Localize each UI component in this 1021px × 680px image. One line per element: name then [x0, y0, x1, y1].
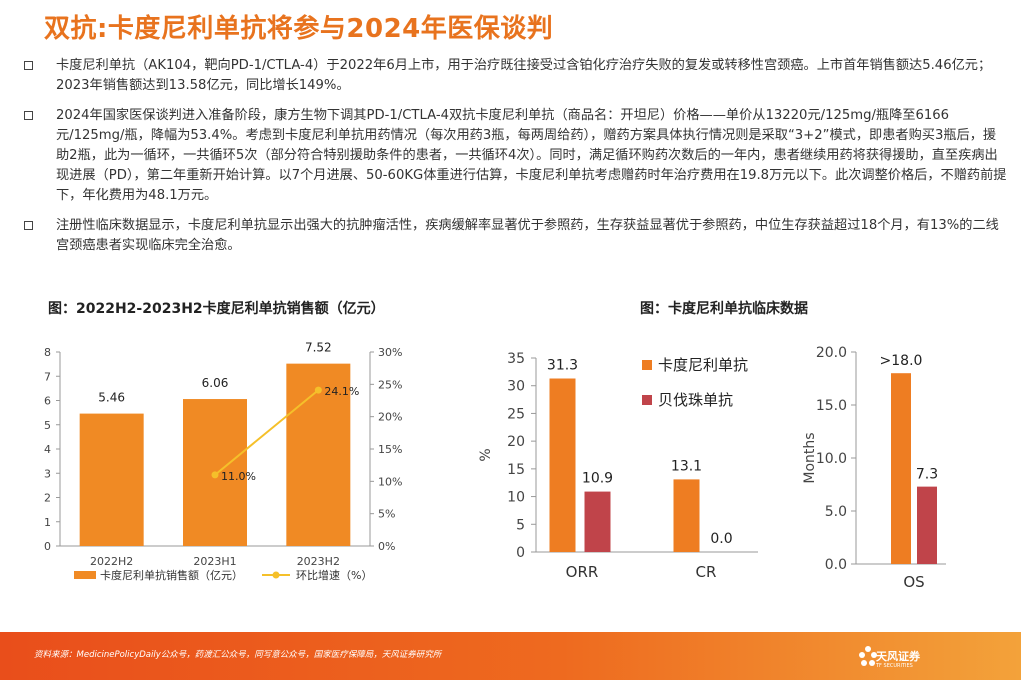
- y-tick-label: 0.0: [825, 557, 847, 573]
- y-tick-label: 0: [44, 540, 51, 553]
- logo-text: 天风证券: [876, 650, 920, 663]
- y-tick-label: 4: [44, 443, 51, 456]
- y-tick-label: 20.0: [816, 345, 847, 361]
- y-tick-label: 5: [516, 517, 525, 533]
- page-title: 双抗:卡度尼利单抗将参与2024年医保谈判: [44, 14, 554, 44]
- y-tick-label: 15.0: [816, 398, 847, 414]
- y-tick-label: 3: [44, 467, 51, 480]
- y2-tick-label: 25%: [378, 378, 402, 391]
- bar-value-label: 13.1: [671, 458, 702, 474]
- clinical-response-chart: 0 5 10 15 20 25 30 35% 31.3 10.9 ORR 13.1 0.0 CR 卡度尼利单…: [478, 351, 758, 581]
- y-tick-label: 35: [507, 351, 525, 367]
- bar-value-label: 0.0: [710, 531, 732, 547]
- growth-value-label: 24.1%: [324, 385, 359, 398]
- legend-swatch: [642, 360, 652, 370]
- bar-value-label: 5.46: [98, 391, 125, 405]
- y-tick-label: 10.0: [816, 451, 847, 467]
- bar: [891, 373, 911, 564]
- x-tick-label: OS: [903, 573, 924, 590]
- legend-label: 贝伐珠单抗: [658, 391, 733, 409]
- bar-value-label: >18.0: [880, 353, 923, 369]
- growth-point: [314, 386, 322, 394]
- bar-value-label: 6.06: [202, 376, 229, 390]
- x-tick-label: 2023H1: [193, 555, 236, 568]
- y-tick-label: 5: [44, 419, 51, 432]
- x-tick-label: ORR: [566, 563, 599, 581]
- square-bullet-icon: [24, 221, 33, 230]
- legend-swatch: [642, 395, 652, 405]
- bar-value-label: 7.52: [305, 341, 332, 355]
- y-tick-label: 15: [507, 462, 525, 478]
- y-tick-label: 2: [44, 492, 51, 505]
- y-axis-label: Months: [802, 432, 818, 483]
- sales-chart: 0 1 2 3 4 5 6 7 8 0% 5% 10% 15% 20% 25% 30% 5.46 2022H2 6.…: [44, 341, 402, 582]
- y-tick-label: 30: [507, 379, 525, 395]
- y2-tick-label: 15%: [378, 443, 402, 456]
- x-tick-label: 2023H2: [297, 555, 340, 568]
- x-tick-label: 2022H2: [90, 555, 133, 568]
- square-bullet-icon: [24, 111, 33, 120]
- y2-tick-label: 20%: [378, 411, 402, 424]
- y-tick-label: 0: [516, 545, 525, 561]
- y-tick-label: 10: [507, 490, 525, 506]
- y-tick-label: 25: [507, 406, 525, 422]
- flower-logo-icon: [859, 646, 877, 666]
- y-tick-label: 6: [44, 395, 51, 408]
- bar: [673, 479, 700, 552]
- footer-bar: [0, 632, 1021, 680]
- growth-line: [214, 389, 319, 476]
- y2-tick-label: 0%: [378, 540, 395, 553]
- growth-point: [211, 471, 219, 479]
- clinical-chart-title: 图：卡度尼利单抗临床数据: [640, 301, 808, 317]
- bullet-text: 2024年国家医保谈判进入准备阶段，康方生物下调其PD-1/CTLA-4双抗卡度…: [56, 108, 1007, 203]
- bullet-text: 注册性临床数据显示，卡度尼利单抗显示出强大的抗肿瘤活性，疾病缓解率显著优于参照药…: [56, 218, 999, 253]
- legend-label-sales: 卡度尼利单抗销售额（亿元）: [100, 568, 243, 582]
- y2-tick-label: 30%: [378, 346, 402, 359]
- legend-swatch-sales: [74, 571, 96, 579]
- logo-subtext: TF SECURITIES: [876, 663, 913, 669]
- bar: [549, 378, 576, 552]
- bar: [286, 363, 351, 546]
- y2-tick-label: 5%: [378, 508, 395, 521]
- bar: [584, 491, 611, 552]
- bar-value-label: 10.9: [582, 471, 613, 487]
- y-tick-label: 8: [44, 346, 51, 359]
- bar: [79, 413, 144, 546]
- bar-value-label: 31.3: [547, 358, 578, 374]
- x-tick-label: CR: [696, 563, 717, 581]
- clinical-survival-chart: 0.0 5.0 10.0 15.0 20.0 Months >18.0 7.3 OS: [802, 345, 946, 590]
- y-tick-label: 7: [44, 370, 51, 383]
- square-bullet-icon: [24, 61, 33, 70]
- source-note: 资料来源：MedicinePolicyDaily公众号，药渡汇公众号，同写意公众…: [34, 650, 442, 660]
- y-axis-label: %: [478, 448, 494, 461]
- y-tick-label: 20: [507, 434, 525, 450]
- legend-label-growth: 环比增速（%）: [296, 568, 372, 582]
- growth-value-label: 11.0%: [221, 470, 256, 483]
- y-tick-label: 5.0: [825, 504, 847, 520]
- bullet-text: 卡度尼利单抗（AK104，靶向PD-1/CTLA-4）于2022年6月上市，用于…: [56, 58, 992, 93]
- bullet-list: 卡度尼利单抗（AK104，靶向PD-1/CTLA-4）于2022年6月上市，用于…: [24, 56, 1009, 266]
- y2-tick-label: 10%: [378, 475, 402, 488]
- sales-chart-title: 图：2022H2-2023H2卡度尼利单抗销售额（亿元）: [48, 301, 385, 317]
- legend-marker-growth: [272, 571, 280, 579]
- bullet-item: 2024年国家医保谈判进入准备阶段，康方生物下调其PD-1/CTLA-4双抗卡度…: [24, 106, 1009, 206]
- bullet-item: 卡度尼利单抗（AK104，靶向PD-1/CTLA-4）于2022年6月上市，用于…: [24, 56, 1009, 96]
- bar: [917, 486, 937, 564]
- legend-label: 卡度尼利单抗: [658, 356, 748, 374]
- bullet-item: 注册性临床数据显示，卡度尼利单抗显示出强大的抗肿瘤活性，疾病缓解率显著优于参照药…: [24, 216, 1009, 256]
- y-tick-label: 1: [44, 516, 51, 529]
- bar-value-label: 7.3: [916, 467, 938, 483]
